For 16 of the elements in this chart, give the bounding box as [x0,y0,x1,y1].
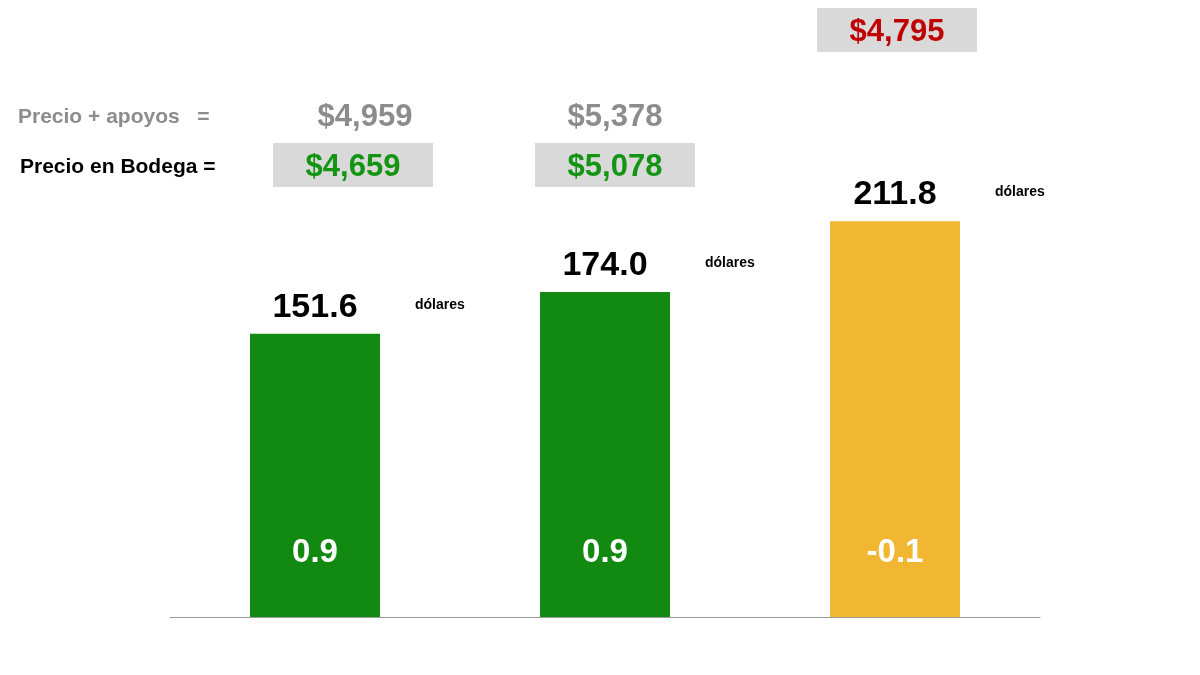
annotation: dólares [415,295,466,312]
text: $4,959 [317,97,413,133]
annotation: -0.1 [866,531,924,569]
annotation: dólares [705,253,756,270]
text: Precio + apoyos = [18,103,210,127]
text: Precio en Bodega = [20,153,216,177]
text: $5,078 [567,147,663,183]
annotation: 0.9 [292,531,338,569]
data-label: 151.6 [272,285,358,324]
data-label: 211.8 [853,173,937,212]
data-label: 174.0 [562,243,648,282]
annotation: 0.9 [582,531,628,569]
text: dólares [995,183,1046,200]
text: $4,795 [849,12,945,48]
text: $4,659 [305,147,401,183]
text: $5,378 [567,97,663,133]
